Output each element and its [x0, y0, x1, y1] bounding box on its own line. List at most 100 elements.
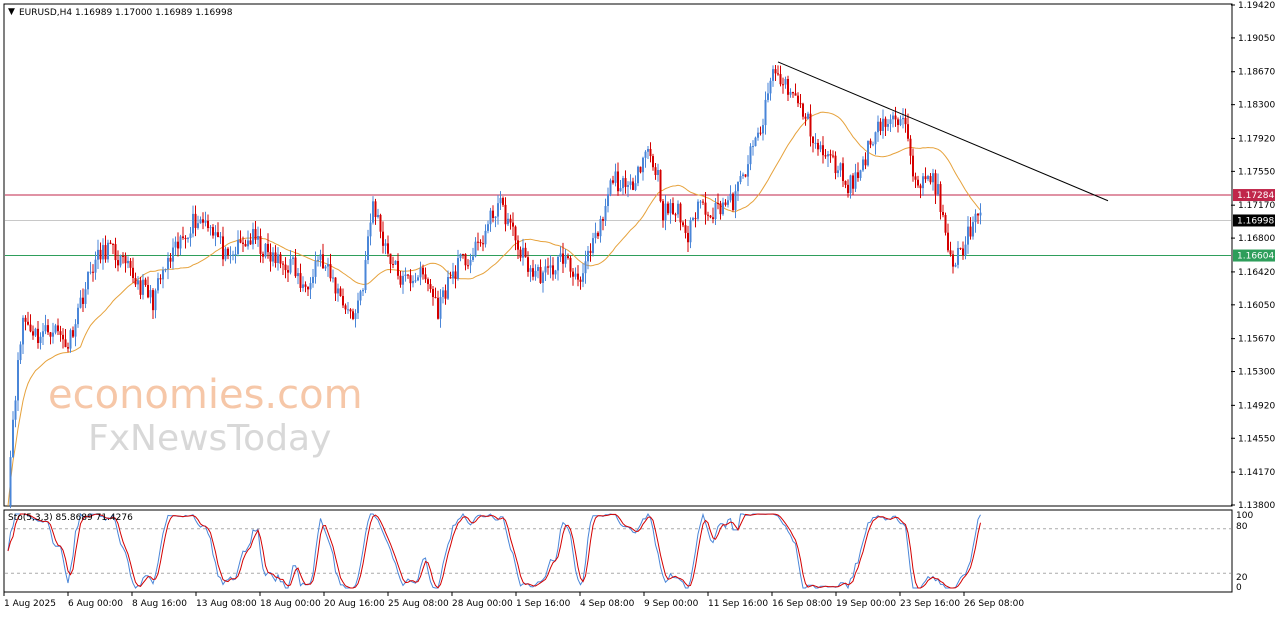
candle-body [842, 163, 844, 182]
price-tick-label: 1.16420 [1238, 268, 1275, 278]
candle-body [497, 203, 499, 217]
candle-body [434, 297, 437, 299]
candle-body [52, 332, 54, 337]
candle-body [804, 116, 807, 119]
time-tick-label: 19 Sep 00:00 [836, 599, 896, 609]
candle-body [939, 184, 942, 212]
candle-body [137, 280, 139, 285]
candle-body [622, 178, 624, 189]
candle-body [32, 331, 34, 336]
candle-body [172, 247, 174, 262]
candle-body [94, 259, 97, 273]
candle-body [297, 273, 299, 277]
time-tick-label: 4 Sep 08:00 [580, 599, 635, 609]
candle-body [522, 247, 524, 258]
main-panel [3, 3, 1233, 507]
candle-body [64, 339, 67, 348]
candle-body [637, 166, 639, 184]
candle-body [674, 214, 677, 216]
candle-body [367, 236, 369, 261]
candle-body [794, 93, 797, 96]
candle-body [9, 457, 12, 506]
candle-body [302, 284, 304, 288]
candle-body [832, 155, 834, 157]
price-tick-label: 1.19420 [1238, 1, 1275, 11]
candle-body [957, 247, 959, 265]
time-tick-label: 6 Aug 00:00 [68, 599, 123, 609]
candle-body [212, 227, 214, 236]
candle-body [594, 232, 597, 239]
candle-body [749, 146, 752, 165]
candle-body [702, 201, 704, 203]
candle-body [189, 233, 192, 239]
collapse-arrow-icon[interactable]: ▼ [8, 7, 15, 17]
candle-body [72, 330, 74, 337]
candle-body [712, 217, 714, 220]
candle-body [254, 229, 257, 240]
candle-body [432, 288, 434, 298]
candle-body [132, 267, 134, 278]
candle-body [612, 180, 614, 183]
candle-body [579, 279, 582, 282]
candle-body [169, 257, 172, 262]
candle-body [214, 232, 217, 236]
candle-body [399, 275, 402, 285]
price-tick-label: 1.18300 [1238, 101, 1275, 111]
moving-average-line [7, 111, 981, 506]
candle-body [319, 254, 322, 260]
candle-body [69, 330, 72, 349]
candle-body [964, 244, 967, 256]
candle-body [329, 264, 332, 279]
candle-body [67, 347, 69, 349]
candle-body [924, 176, 927, 180]
stochastic-label: Sto(5,3,3) 85.8689 71.4276 [8, 513, 133, 523]
candle-body [299, 273, 302, 288]
candle-body [442, 290, 444, 298]
candle-body [944, 215, 947, 233]
candle-body [722, 202, 724, 215]
candle-body [959, 247, 962, 249]
stoch-level-80: 80 [1236, 522, 1248, 532]
candle-body [377, 214, 379, 218]
candle-body [374, 201, 377, 218]
candle-body [567, 256, 569, 258]
candle-body [87, 272, 89, 290]
candle-body [874, 132, 877, 145]
stochastic-lines [5, 512, 1231, 590]
candle-body [129, 260, 132, 268]
candle-body [784, 79, 787, 85]
candle-body [744, 174, 747, 177]
candle-body [657, 169, 659, 176]
candle-body [327, 264, 329, 267]
price-tick-label: 1.17920 [1238, 134, 1275, 144]
candle-body [107, 242, 109, 260]
candle-body [919, 185, 922, 189]
candle-body [654, 167, 657, 176]
price-tick-label: 1.19050 [1238, 34, 1275, 44]
candle-body [39, 336, 42, 343]
candle-body [647, 148, 649, 152]
candle-body [244, 243, 247, 247]
candle-body [539, 267, 542, 283]
candle-body [482, 243, 484, 245]
price-tick-label: 1.14170 [1238, 468, 1275, 478]
candle-body [607, 194, 609, 207]
candle-body [89, 271, 92, 273]
symbol-info: EURUSD,H4 1.16989 1.17000 1.16989 1.1699… [19, 8, 233, 18]
candle-body [97, 249, 99, 260]
candle-body [719, 203, 722, 215]
candle-body [707, 214, 709, 216]
candle-body [224, 248, 227, 260]
candle-body [584, 261, 587, 274]
candle-body [364, 260, 367, 291]
candle-body [669, 203, 672, 214]
candle-body [109, 242, 112, 244]
candle-body [199, 219, 202, 224]
candle-body [734, 191, 737, 211]
candle-body [704, 202, 707, 215]
candle-body [192, 213, 194, 234]
candle-body [47, 325, 49, 333]
candle-body [904, 117, 907, 125]
